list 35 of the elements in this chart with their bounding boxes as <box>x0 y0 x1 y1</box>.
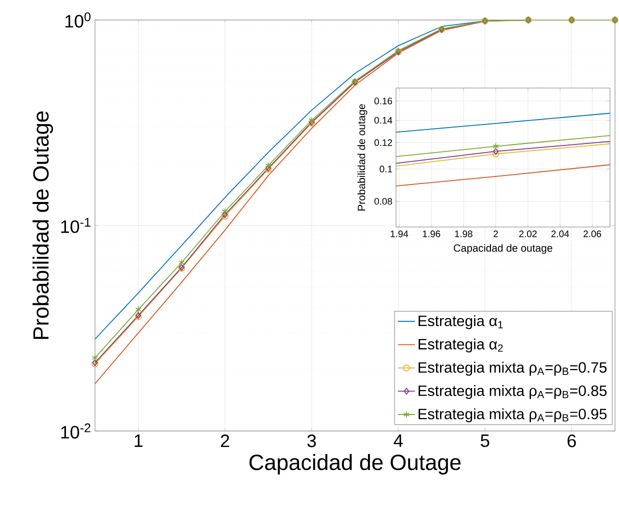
x-tick-label: 4 <box>394 434 403 447</box>
x-tick-label: 5 <box>480 434 490 448</box>
legend-label: Estrategia mixta ρ$_{A}$=ρ$_{B}$=0.75 <box>418 362 607 376</box>
point <box>265 162 272 169</box>
x-tick-label: 1.96 <box>422 230 440 238</box>
x-tick-label: 1.94 <box>390 230 408 238</box>
legend-label: Estrategia α$_{1}$ <box>418 315 503 330</box>
y-tick-label: 0.14 <box>374 116 392 124</box>
legend-label: Estrategia mixta ρ$_{A}$=ρ$_{B}$=0.95 <box>418 408 607 422</box>
x-tick-label: 2.02 <box>519 230 537 238</box>
x-tick-label: 3 <box>307 434 316 448</box>
y-tick-label: 0.12 <box>374 139 392 146</box>
x-axis-title: Capacidad de outage <box>454 244 552 254</box>
x-axis-title: Capacidad de Outage <box>249 454 461 474</box>
y-tick-label: 10$^{-2}$ <box>61 423 90 439</box>
x-tick-label: 2.06 <box>584 230 602 238</box>
y-tick-label: 0.16 <box>374 98 392 104</box>
legend-label: Estrategia mixta ρ$_{A}$=ρ$_{B}$=0.85 <box>418 385 607 399</box>
x-tick-label: 1.98 <box>455 230 472 238</box>
point <box>135 306 142 313</box>
x-tick-label: 2.04 <box>551 230 570 238</box>
legend-label: Estrategia α$_{2}$ <box>418 338 503 352</box>
point <box>92 354 98 362</box>
y-tick-label: 10$^{0}$ <box>65 12 90 28</box>
point <box>178 259 185 266</box>
y-tick-label: 0.1 <box>380 166 392 172</box>
x-tick-label: 2 <box>220 434 230 448</box>
y-tick-label: 0.08 <box>374 198 392 205</box>
y-tick-label: 10$^{-1}$ <box>61 218 90 234</box>
x-tick-label: 1 <box>134 434 142 447</box>
y-axis-title: Probabilidad de Outage <box>32 111 54 339</box>
y-axis-title: Probabilidad de outage <box>357 104 368 210</box>
x-tick-label: 2 <box>494 230 498 238</box>
point <box>222 208 228 215</box>
x-tick-label: 6 <box>568 434 576 448</box>
